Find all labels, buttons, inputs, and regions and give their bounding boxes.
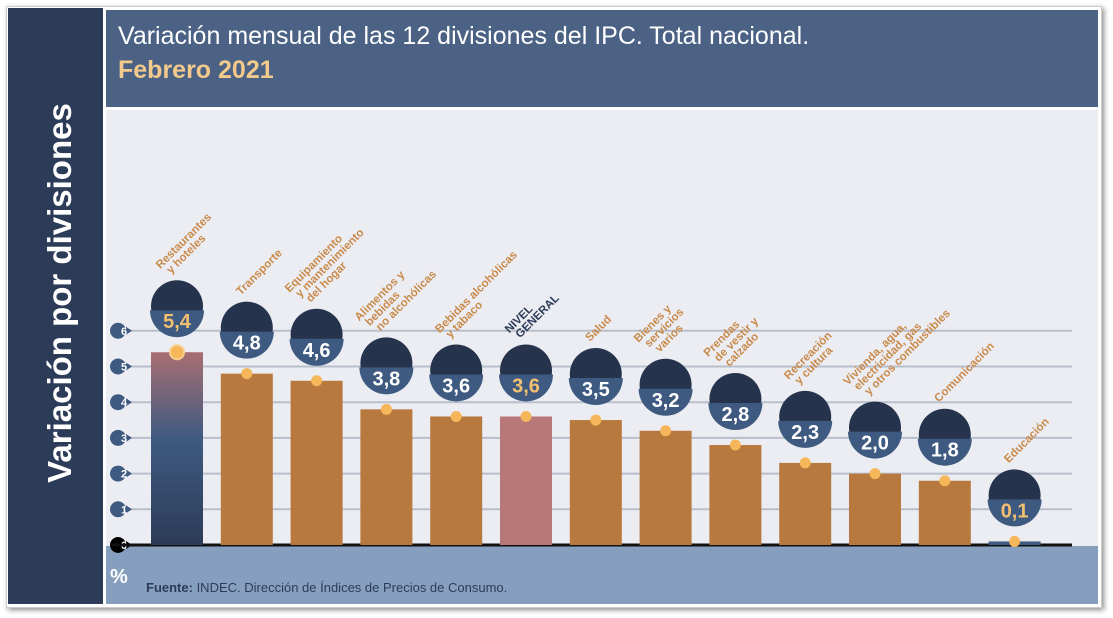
data-label: 2,8 bbox=[721, 404, 749, 426]
category-label: Educación bbox=[1002, 416, 1052, 466]
category-label-line: Transporte bbox=[234, 247, 285, 298]
bar-dot bbox=[169, 344, 185, 361]
bar-dot bbox=[450, 410, 462, 422]
category-label: Bienes yserviciosvarios bbox=[632, 298, 694, 360]
bar-dot bbox=[869, 468, 881, 480]
y-tick-marker bbox=[110, 465, 132, 482]
y-tick-label: 1 bbox=[121, 504, 127, 516]
bar-dot bbox=[1009, 535, 1021, 547]
data-label: 4,8 bbox=[233, 333, 261, 355]
data-label: 3,6 bbox=[512, 375, 540, 397]
category-label: Recreacióny cultura bbox=[782, 330, 842, 390]
source-note: Fuente: INDEC. Dirección de Índices de P… bbox=[146, 580, 507, 595]
y-tick-marker bbox=[110, 358, 132, 375]
source-label: Fuente: bbox=[146, 580, 193, 595]
data-label: 3,2 bbox=[652, 390, 680, 412]
y-tick-marker bbox=[110, 429, 132, 446]
bar bbox=[500, 416, 552, 545]
category-label: Comunicación bbox=[932, 340, 997, 405]
category-label: Restaurantesy hoteles bbox=[154, 211, 222, 279]
bar-dot bbox=[799, 457, 811, 469]
bar bbox=[151, 352, 203, 545]
data-label: 0,1 bbox=[1001, 500, 1029, 522]
y-tick-label: 6 bbox=[121, 326, 127, 338]
category-label-line: y mantenimiento bbox=[294, 227, 367, 300]
data-label: 4,6 bbox=[303, 340, 331, 362]
category-label-line: Educación bbox=[1002, 416, 1052, 466]
bar bbox=[849, 473, 901, 545]
footer: % Fuente: INDEC. Dirección de Índices de… bbox=[106, 546, 1098, 604]
data-label: 3,5 bbox=[582, 379, 610, 401]
y-tick-label: 5 bbox=[121, 362, 127, 374]
bar bbox=[220, 373, 273, 545]
bar-dot bbox=[729, 439, 741, 451]
category-label-line: Comunicación bbox=[932, 340, 997, 405]
y-tick-marker bbox=[110, 322, 132, 339]
value-bubble bbox=[708, 403, 763, 431]
bar bbox=[918, 480, 971, 545]
y-tick-label: 3 bbox=[121, 433, 127, 445]
chart-title: Variación mensual de las 12 divisiones d… bbox=[118, 22, 810, 50]
value-bubble bbox=[289, 338, 344, 366]
bar-dot bbox=[520, 410, 532, 422]
bar bbox=[639, 430, 692, 545]
value-bubble bbox=[917, 438, 972, 466]
data-label: 2,0 bbox=[861, 433, 889, 455]
bar-dot bbox=[241, 368, 253, 380]
unit-label: % bbox=[110, 566, 128, 588]
header: Variación mensual de las 12 divisiones d… bbox=[106, 10, 1098, 107]
value-bubble bbox=[150, 310, 204, 338]
value-bubble bbox=[987, 499, 1042, 527]
bar-dot bbox=[939, 475, 951, 487]
bar bbox=[569, 420, 622, 545]
bar-dot bbox=[660, 425, 672, 437]
category-label: Alimentos ybebidasno alcohólicas bbox=[353, 253, 439, 339]
category-label: Salud bbox=[583, 314, 614, 345]
bar bbox=[360, 409, 413, 545]
value-bubble bbox=[778, 420, 833, 448]
category-label: Equipamientoy mantenimientodel hogar bbox=[283, 219, 374, 310]
bar-dot bbox=[590, 414, 602, 426]
bar bbox=[290, 380, 343, 545]
chart-subtitle: Febrero 2021 bbox=[118, 56, 274, 84]
value-bubble bbox=[429, 374, 484, 402]
bar bbox=[709, 445, 762, 545]
data-label: 3,8 bbox=[372, 368, 400, 390]
source-text: INDEC. Dirección de Índices de Precios d… bbox=[192, 580, 508, 595]
value-bubble bbox=[848, 431, 902, 459]
value-bubble bbox=[219, 331, 274, 359]
category-label: Vivienda, agua,electricidad, gasy otros … bbox=[841, 292, 952, 403]
data-label: 2,3 bbox=[791, 422, 819, 444]
y-tick-label: 4 bbox=[121, 397, 128, 409]
data-label: 3,6 bbox=[442, 375, 470, 397]
category-label: NIVELGENERAL bbox=[503, 285, 562, 344]
y-tick-marker bbox=[110, 394, 132, 411]
value-bubble bbox=[638, 388, 693, 416]
bar-dot bbox=[380, 403, 392, 415]
value-bubble bbox=[359, 367, 414, 395]
data-label: 5,4 bbox=[163, 311, 192, 333]
category-label-line: Salud bbox=[583, 314, 614, 345]
bar bbox=[430, 416, 483, 545]
sidebar: Variación por divisiones bbox=[8, 8, 103, 604]
category-label: Prendasde vestir ycalzado bbox=[702, 307, 770, 375]
value-bubble bbox=[499, 374, 553, 402]
bar-dot bbox=[311, 375, 323, 387]
bar bbox=[779, 462, 832, 545]
value-bubble bbox=[568, 378, 623, 406]
category-label: Transporte bbox=[234, 247, 285, 298]
y-tick-marker bbox=[110, 501, 132, 518]
y-tick-label: 2 bbox=[121, 469, 127, 481]
data-label: 1,8 bbox=[931, 440, 959, 462]
